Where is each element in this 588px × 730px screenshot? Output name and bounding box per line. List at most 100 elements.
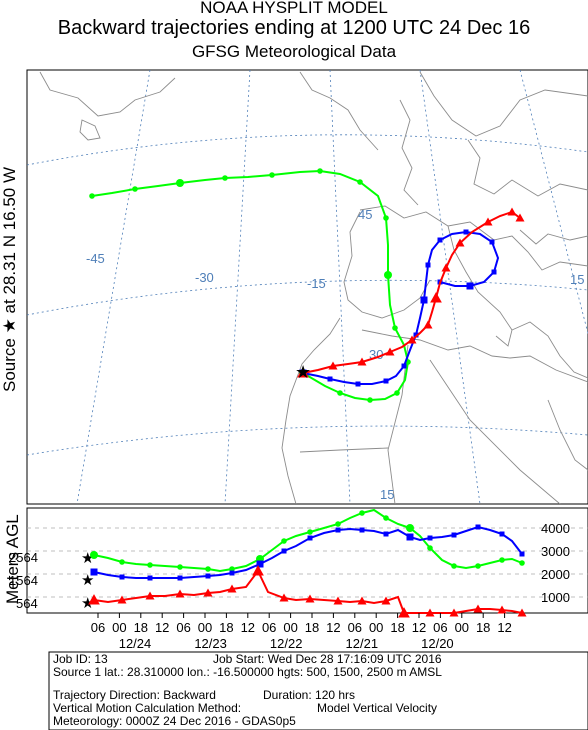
star-icon: ★ (81, 572, 94, 589)
traj-1564m-point (383, 378, 389, 384)
right-tick: 1000 (541, 590, 570, 605)
date-tick-label: 12/24 (119, 636, 152, 651)
job-id: Job ID: 13 (53, 652, 108, 666)
profile-1564m-point (359, 527, 365, 533)
profile-1564m-point (119, 574, 125, 580)
date-tick-label: 12/22 (270, 636, 303, 651)
profile-1564m (90, 524, 525, 581)
duration: Duration: 120 hrs (263, 688, 356, 702)
hour-tick-label: 06 (433, 620, 447, 635)
traj-1564m-point (463, 229, 469, 235)
footer-box (48, 651, 588, 730)
hour-tick-label: 12 (241, 620, 255, 635)
profile-1564m-point (475, 524, 481, 530)
traj-2564m-point (317, 168, 323, 174)
traj-2564m-point (269, 172, 275, 178)
map-trajectories (89, 168, 525, 403)
hour-tick-label: 12 (412, 620, 426, 635)
profile-2564m-point (499, 557, 505, 563)
date-tick-label: 12/20 (421, 636, 454, 651)
hour-tick-label: 06 (176, 620, 190, 635)
meteorology: Meteorology: 0000Z 24 Dec 2016 - GDAS0p5 (53, 714, 296, 728)
hour-tick-label: 12 (155, 620, 169, 635)
traj-1564m-line (302, 230, 500, 385)
hour-tick-label: 00 (283, 620, 297, 635)
lon-label: -45 (86, 251, 105, 266)
profile-564m (88, 565, 527, 618)
traj-564m (297, 207, 525, 378)
traj-2564m-point (89, 193, 95, 199)
map-panel: -45 -30 -15 15 45 30 15 ★ (26, 69, 588, 505)
profile-2564m-point (307, 529, 313, 535)
right-tick: 2000 (541, 567, 570, 582)
profile-1564m-point (451, 532, 457, 538)
profile-1564m-point (256, 560, 264, 568)
hour-tick-label: 06 (262, 620, 276, 635)
traj-1564m-point (413, 332, 419, 338)
hour-tick-label: 06 (91, 620, 105, 635)
profile-1564m-point (177, 575, 183, 581)
profile-trajectories (88, 508, 527, 618)
profile-2564m-point (451, 563, 457, 569)
profile-2564m (90, 508, 525, 573)
traj-2564m-point (384, 271, 392, 279)
traj-1564m-point (437, 237, 443, 243)
right-tick: 3000 (541, 544, 570, 559)
traj-564m-line (302, 210, 521, 374)
hour-tick-label: 00 (198, 620, 212, 635)
profile-2564m-point (147, 562, 153, 568)
lon-label: -15 (307, 276, 326, 291)
lon-label: 15 (380, 487, 394, 502)
hour-tick-label: 00 (112, 620, 126, 635)
hour-tick-label: 00 (455, 620, 469, 635)
traj-1564m-point (489, 239, 495, 245)
profile-2564m-point (119, 559, 125, 565)
traj-1564m-point (491, 269, 497, 275)
profile-1564m-point (519, 551, 525, 557)
hour-tick-label: 18 (219, 620, 233, 635)
profile-1564m-point (427, 535, 433, 541)
height-profile-panel: 4000 3000 2000 1000 2564 1564 564 ★ ★ ★ … (9, 507, 588, 651)
traj-2564m-point (222, 175, 228, 181)
hour-tick-label: 12 (326, 620, 340, 635)
date-tick-label: 12/21 (346, 636, 379, 651)
traj-1564m-point (420, 296, 428, 304)
profile-2564m-point (359, 510, 365, 516)
profile-1564m-point (383, 531, 389, 537)
profile-2564m-point (383, 515, 389, 521)
trajectory-direction: Trajectory Direction: Backward (53, 688, 216, 702)
hour-tick-label: 18 (476, 620, 490, 635)
profile-1564m-point (205, 573, 211, 579)
lat-label: 45 (358, 207, 372, 222)
profile-1564m-point (406, 533, 414, 541)
star-icon: ★ (81, 595, 94, 612)
time-axis: 06 00 18 12 06 00 18 12 06 00 18 12 06 00 18 12 06 00 18 12… (91, 613, 512, 651)
profile-2564m-point (177, 564, 183, 570)
profile-2564m-point (281, 538, 287, 544)
date-tick-label: 12/23 (194, 636, 227, 651)
profile-1564m-point (281, 548, 287, 554)
traj-2564m-point (337, 390, 343, 396)
traj-2564m-point (132, 186, 138, 192)
profile-1564m-line (93, 525, 523, 579)
profile-1564m-point (229, 570, 235, 576)
profile-2564m-point (427, 545, 433, 551)
traj-1564m-point (355, 381, 361, 387)
profile-1564m-point (90, 568, 98, 576)
profile-2564m-point (90, 551, 98, 559)
hour-tick-label: 18 (134, 620, 148, 635)
trajectory-title: Backward trajectories ending at 1200 UTC… (57, 17, 531, 39)
profile-2564m-line (93, 508, 523, 573)
hour-tick-label: 12 (497, 620, 511, 635)
lon-label: -30 (195, 270, 214, 285)
map-frame (26, 69, 588, 505)
profile-gridlines (27, 527, 588, 598)
start-height-label: 1564 (9, 573, 38, 588)
profile-2564m-point (406, 524, 414, 532)
traj-2564m-point (392, 325, 398, 331)
meteo-data-title: GFSG Meteorological Data (191, 42, 397, 61)
profile-2564m-point (229, 566, 235, 572)
start-height-label: 564 (16, 596, 38, 611)
right-tick: 4000 (541, 521, 570, 536)
